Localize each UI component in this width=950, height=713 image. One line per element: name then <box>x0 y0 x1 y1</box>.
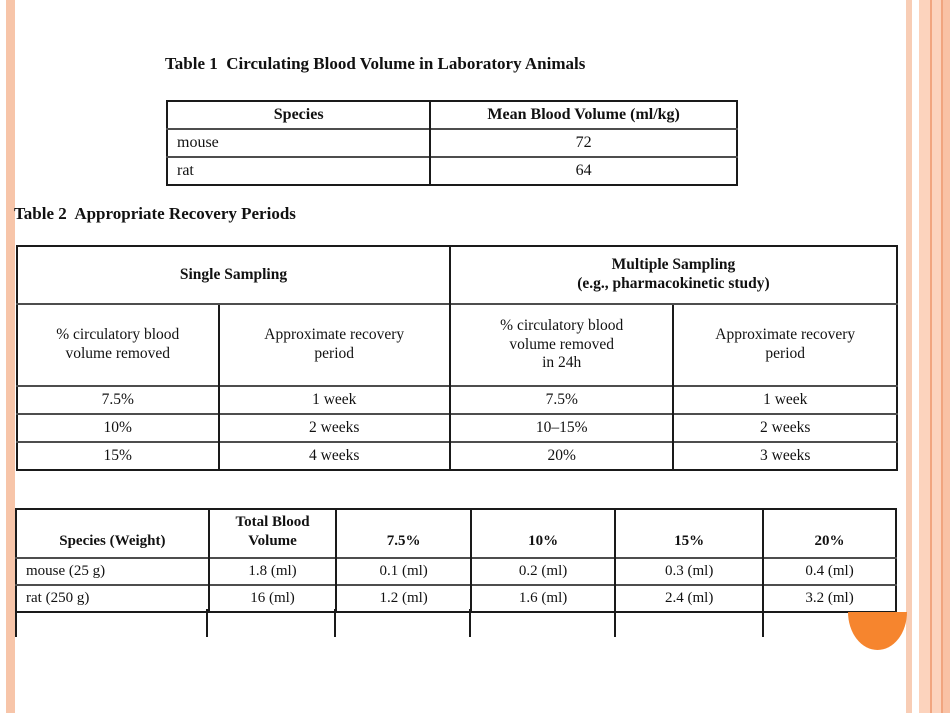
table-row: 15% 4 weeks 20% 3 weeks <box>17 441 897 470</box>
table2-group-multiple-sampling: Multiple Sampling (e.g., pharmacokinetic… <box>448 246 897 304</box>
table2-group-header-row: Single Sampling Multiple Sampling (e.g.,… <box>17 246 897 304</box>
table2-cell: 7.5% <box>17 385 219 414</box>
table3-cell: 1.2 (ml) <box>335 584 471 612</box>
table-row: 10% 2 weeks 10–15% 2 weeks <box>17 413 897 442</box>
table-row: rat (250 g) 16 (ml) 1.2 (ml) 1.6 (ml) 2.… <box>16 584 896 612</box>
table1-cell-volume: 72 <box>429 128 737 157</box>
table2-group-single-sampling: Single Sampling <box>179 265 288 283</box>
table3-header-species-weight: Species (Weight) <box>59 532 166 549</box>
table3-clipped-row-border <box>15 609 17 637</box>
table2-cell: 10% <box>17 413 219 442</box>
table2-cell: 10–15% <box>448 413 674 442</box>
table1-cell-species: mouse <box>167 128 431 157</box>
table2-recovery-periods: Single Sampling Multiple Sampling (e.g.,… <box>16 245 898 471</box>
table2-cell: 15% <box>17 441 219 470</box>
table2-cell: 7.5% <box>448 385 674 414</box>
table3-header-total-blood-volume: Total Blood Volume <box>207 509 337 558</box>
table1-cell-species: rat <box>167 156 431 185</box>
right-border-stripe-thin <box>906 0 912 713</box>
table1-header-volume: Mean Blood Volume (ml/kg) <box>429 101 737 129</box>
table2-subheader-volume-removed: % circulatory blood volume removed <box>17 303 219 386</box>
table1-blood-volume: Species Mean Blood Volume (ml/kg) mouse … <box>166 100 738 186</box>
table3-cell: 0.1 (ml) <box>335 557 471 585</box>
table3-header-row: Species (Weight) Total Blood Volume 7.5%… <box>16 509 896 558</box>
table2-cell: 2 weeks <box>672 413 897 442</box>
table3-cell-species: rat (250 g) <box>16 584 209 612</box>
table3-header-20pct: 20% <box>762 509 896 558</box>
table3-cell: 1.8 (ml) <box>207 557 337 585</box>
table2-cell: 1 week <box>217 385 450 414</box>
table3-cell-species: mouse (25 g) <box>16 557 209 585</box>
table3-cell: 2.4 (ml) <box>614 584 764 612</box>
table3-header-10pct: 10% <box>469 509 616 558</box>
table2-subheader-recovery-period: Approximate recovery period <box>217 303 450 386</box>
table3-cell: 16 (ml) <box>207 584 337 612</box>
table1-header-species: Species <box>273 106 324 124</box>
table1-title: Table 1 Circulating Blood Volume in Labo… <box>165 54 586 73</box>
table3-clipped-row-border <box>614 609 616 637</box>
table-row: mouse 72 <box>167 128 737 157</box>
table2-subheader-recovery-period: Approximate recovery period <box>672 303 897 386</box>
table-row: mouse (25 g) 1.8 (ml) 0.1 (ml) 0.2 (ml) … <box>16 557 896 585</box>
table2-cell: 2 weeks <box>217 413 450 442</box>
table2-cell: 4 weeks <box>217 441 450 470</box>
table1-cell-volume: 64 <box>429 156 737 185</box>
table3-clipped-row-border <box>469 609 471 637</box>
table3-cell: 0.4 (ml) <box>762 557 896 585</box>
table-row: rat 64 <box>167 156 737 185</box>
table2-cell: 20% <box>448 441 674 470</box>
table3-cell: 0.3 (ml) <box>614 557 764 585</box>
table3-cell: 3.2 (ml) <box>762 584 896 612</box>
table2-title: Table 2 Appropriate Recovery Periods <box>14 204 296 223</box>
right-border-stripe-edge <box>943 0 950 713</box>
orange-semicircle-accent <box>848 612 907 650</box>
table2-cell: 3 weeks <box>672 441 897 470</box>
table3-cell: 0.2 (ml) <box>469 557 616 585</box>
table1-header-row: Species Mean Blood Volume (ml/kg) <box>167 101 737 129</box>
right-border-stripe-line-2 <box>941 0 943 713</box>
table2-cell: 1 week <box>672 385 897 414</box>
table2-subheader-volume-removed-24h: % circulatory blood volume removed in 24… <box>448 303 674 386</box>
table3-clipped-row-border <box>206 609 208 637</box>
table3-header-7-5pct: 7.5% <box>335 509 471 558</box>
table3-cell: 1.6 (ml) <box>469 584 616 612</box>
table-row: 7.5% 1 week 7.5% 1 week <box>17 385 897 414</box>
right-border-stripe-line-1 <box>930 0 932 713</box>
table2-subheader-row: % circulatory blood volume removed Appro… <box>17 303 897 386</box>
table3-clipped-row-border <box>334 609 336 637</box>
left-border-stripe <box>6 0 15 713</box>
table3-sample-volumes: Species (Weight) Total Blood Volume 7.5%… <box>15 508 897 613</box>
table3-clipped-row-border <box>762 609 764 637</box>
table3-header-15pct: 15% <box>614 509 764 558</box>
